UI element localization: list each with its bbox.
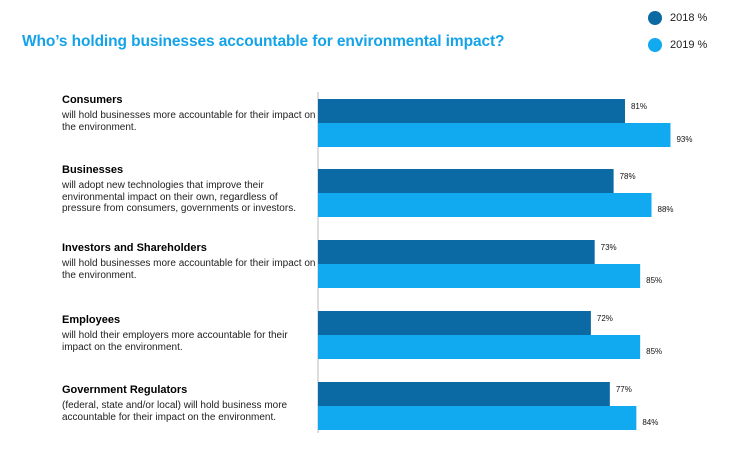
bar-2019 (318, 123, 671, 147)
category-description: (federal, state and/or local) will hold … (62, 400, 288, 423)
data-label: 73% (601, 243, 617, 252)
data-label: 77% (616, 385, 632, 394)
legend: 2018 % 2019 % (648, 11, 707, 65)
category-government: Government Regulators (federal, state an… (62, 384, 317, 423)
data-label: 88% (658, 205, 674, 214)
category-description: will hold businesses more accountable fo… (62, 258, 316, 281)
category-name: Government Regulators (62, 384, 188, 396)
chart-title: Who’s holding businesses accountable for… (22, 33, 505, 50)
category-name: Investors and Shareholders (62, 242, 207, 254)
bar-2018 (318, 169, 614, 193)
bar-2019 (318, 193, 652, 217)
bar-2019 (318, 335, 641, 359)
category-investors: Investors and Shareholders will hold bus… (62, 242, 317, 281)
bar-2018 (318, 99, 625, 123)
data-label: 93% (676, 135, 692, 144)
category-employees: Employees will hold their employers more… (62, 314, 317, 353)
bar-2018 (318, 311, 591, 335)
category-description: will hold businesses more accountable fo… (62, 110, 316, 133)
legend-swatch-2018 (648, 11, 662, 25)
category-name: Consumers (62, 94, 123, 106)
legend-item-2019: 2019 % (648, 38, 707, 52)
bar-2019 (318, 406, 637, 430)
data-label: 72% (597, 314, 613, 323)
bar-2018 (318, 382, 610, 406)
category-name: Businesses (62, 164, 124, 176)
bar-2018 (318, 240, 595, 264)
legend-swatch-2019 (648, 38, 662, 52)
legend-item-2018: 2018 % (648, 11, 707, 25)
category-businesses: Businesses will adopt new technologies t… (62, 164, 317, 215)
category-description: will hold their employers more accountab… (62, 330, 288, 353)
data-label: 85% (646, 347, 662, 356)
data-label: 81% (631, 102, 647, 111)
category-description: will adopt new technologies that improve… (62, 180, 296, 214)
category-consumers: Consumers will hold businesses more acco… (62, 94, 317, 133)
legend-label-2018: 2018 % (670, 12, 708, 24)
bar-2019 (318, 264, 641, 288)
data-label: 85% (646, 276, 662, 285)
legend-label-2019: 2019 % (670, 39, 708, 51)
data-label: 84% (642, 418, 658, 427)
data-label: 78% (620, 172, 636, 181)
category-name: Employees (62, 314, 121, 326)
